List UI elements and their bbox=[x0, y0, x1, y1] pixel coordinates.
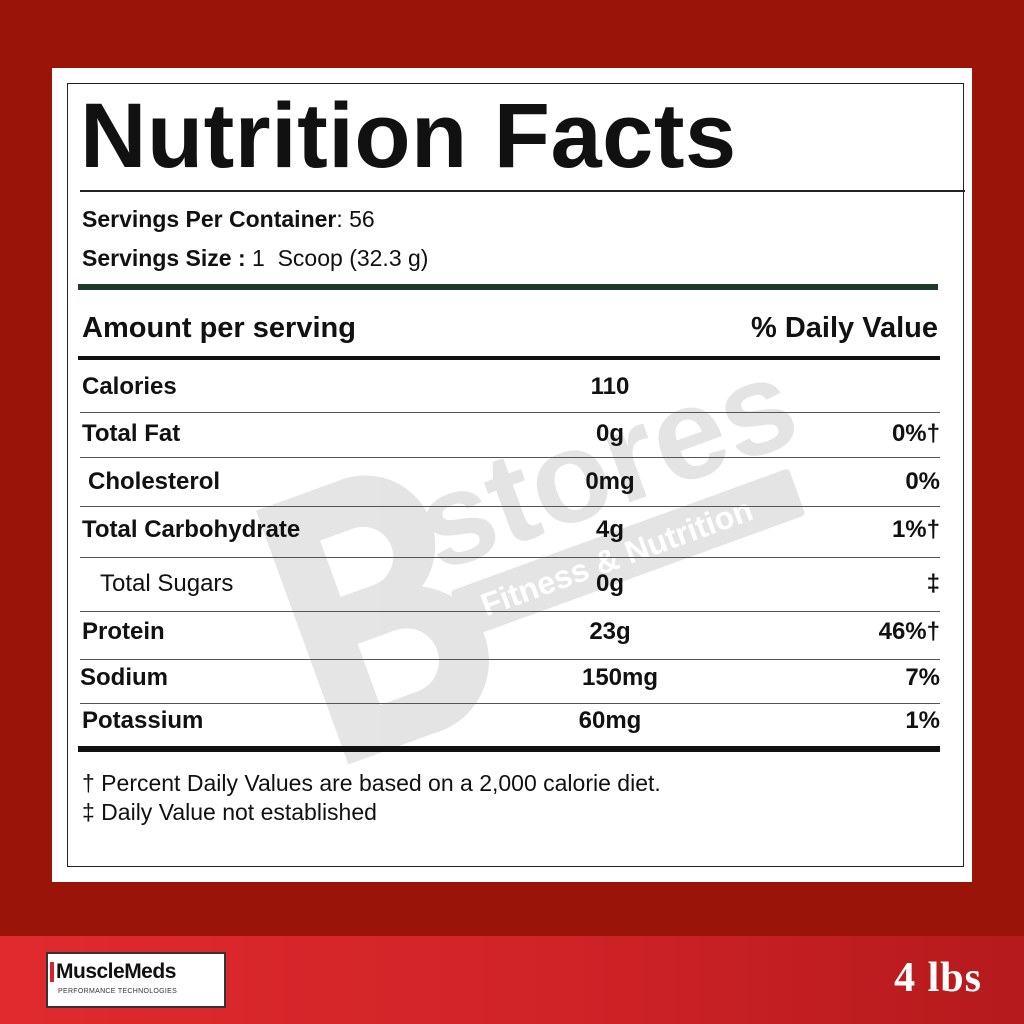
row-divider bbox=[80, 411, 940, 413]
nutrient-name: Potassium bbox=[82, 707, 204, 734]
row-divider bbox=[80, 610, 940, 612]
bottom-bar: MuscleMeds PERFORMANCE TECHNOLOGIES 4 lb… bbox=[0, 936, 1024, 1024]
nutrient-amount: 110 bbox=[590, 373, 630, 400]
logo-mark-icon bbox=[50, 962, 54, 982]
nutrient-dv: 46%† bbox=[878, 618, 940, 645]
footnote-percent-daily: † Percent Daily Values are based on a 2,… bbox=[82, 770, 661, 796]
nutrient-amount: 0mg bbox=[585, 468, 635, 495]
nutrient-amount: 23g bbox=[589, 618, 631, 645]
nutrient-row-protein: Protein 23g 46%† bbox=[80, 618, 940, 666]
nutrient-amount: 60mg bbox=[578, 707, 642, 734]
row-divider bbox=[80, 456, 940, 458]
label-frame bbox=[67, 83, 964, 867]
table-bottom-divider bbox=[78, 746, 940, 752]
servings-divider bbox=[78, 284, 938, 290]
nutrient-dv: ‡ bbox=[926, 570, 940, 597]
nutrient-dv: 0% bbox=[905, 468, 940, 495]
servings-per-container-value: : 56 bbox=[336, 206, 375, 232]
row-divider bbox=[80, 505, 940, 507]
serving-size-label: Servings Size : bbox=[82, 245, 246, 271]
servings-per-container-label: Servings Per Container bbox=[82, 206, 337, 232]
nutrient-amount: 4g bbox=[595, 516, 624, 543]
nutrient-row-total-sugars: Total Sugars 0g ‡ bbox=[80, 570, 940, 618]
nutrient-row-calories: Calories 110 bbox=[80, 373, 940, 421]
nutrient-amount: 150mg bbox=[581, 664, 659, 691]
header-divider bbox=[78, 356, 940, 360]
serving-size-value: 1 Scoop (32.3 g) bbox=[252, 245, 429, 271]
servings-per-container: Servings Per Container: 56 bbox=[82, 206, 375, 233]
serving-size: Servings Size : 1 Scoop (32.3 g) bbox=[82, 245, 428, 272]
nutrient-row-sodium: Sodium 150mg 7% bbox=[80, 664, 940, 712]
row-divider bbox=[80, 658, 940, 660]
nutrient-dv: 7% bbox=[905, 664, 940, 691]
nutrient-name: Sodium bbox=[80, 664, 168, 691]
nutrient-amount: 0g bbox=[595, 420, 624, 447]
nutrition-card: stores Fitness & Nutrition Nutrition Fac… bbox=[52, 68, 972, 882]
nutrient-dv: 1%† bbox=[891, 516, 940, 543]
product-size: 4 lbs bbox=[894, 955, 982, 1001]
nutrient-dv: 0%† bbox=[891, 420, 940, 447]
nutrient-row-cholesterol: Cholesterol 0mg 0% bbox=[80, 468, 940, 516]
nutrient-amount: 0g bbox=[595, 570, 624, 597]
nutrient-name: Total Carbohydrate bbox=[82, 516, 301, 543]
panel-title: Nutrition Facts bbox=[80, 85, 737, 187]
nutrient-name: Cholesterol bbox=[88, 468, 221, 495]
row-divider bbox=[80, 556, 940, 558]
nutrient-name: Total Fat bbox=[82, 420, 181, 447]
nutrient-row-total-fat: Total Fat 0g 0%† bbox=[80, 420, 940, 468]
nutrient-name: Protein bbox=[82, 618, 165, 645]
logo-subtext: PERFORMANCE TECHNOLOGIES bbox=[58, 988, 178, 995]
footnote-not-established: ‡ Daily Value not established bbox=[82, 799, 377, 825]
brand-logo: MuscleMeds PERFORMANCE TECHNOLOGIES bbox=[46, 952, 226, 1008]
nutrient-row-potassium: Potassium 60mg 1% bbox=[80, 707, 940, 755]
amount-header: Amount per serving bbox=[82, 312, 356, 344]
nutrient-name: Total Sugars bbox=[100, 570, 234, 597]
daily-value-header: % Daily Value bbox=[751, 312, 938, 344]
nutrient-name: Calories bbox=[82, 373, 177, 400]
row-divider bbox=[80, 702, 940, 704]
nutrient-row-total-carbohydrate: Total Carbohydrate 4g 1%† bbox=[80, 516, 940, 564]
nutrient-dv: 1% bbox=[905, 707, 940, 734]
logo-text: MuscleMeds bbox=[56, 960, 176, 983]
title-divider bbox=[80, 190, 965, 192]
